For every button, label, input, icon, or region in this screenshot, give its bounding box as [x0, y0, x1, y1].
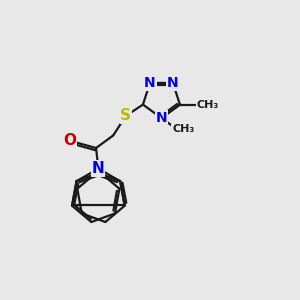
Text: CH₃: CH₃	[172, 124, 194, 134]
Text: O: O	[63, 133, 76, 148]
Text: N: N	[167, 76, 179, 90]
Text: CH₃: CH₃	[196, 100, 218, 110]
Text: N: N	[92, 161, 105, 176]
Text: N: N	[156, 111, 167, 125]
Text: S: S	[120, 109, 131, 124]
Text: N: N	[144, 76, 156, 90]
